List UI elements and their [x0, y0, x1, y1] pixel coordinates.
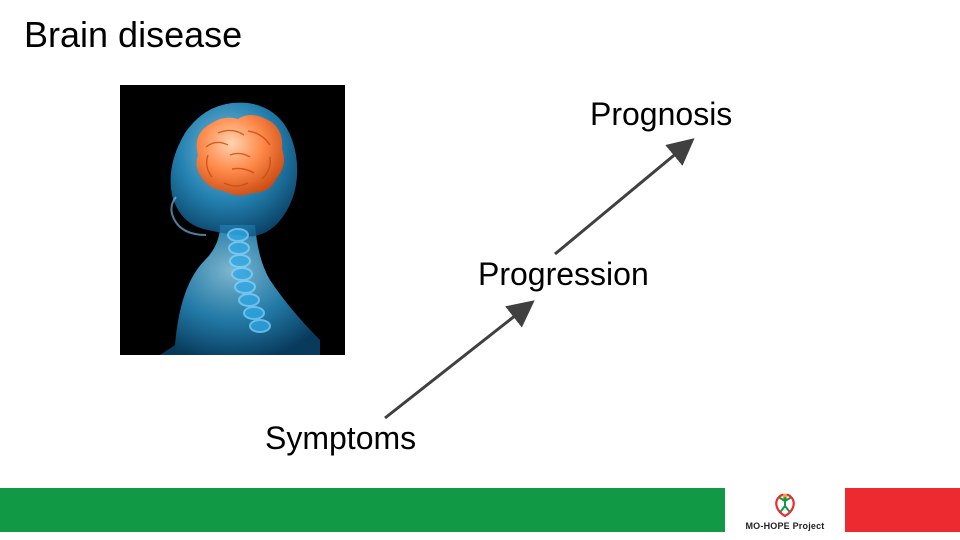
logo-text: MO-HOPE Project	[745, 521, 824, 531]
footer-red-bar	[845, 488, 960, 532]
logo-icon	[770, 489, 800, 519]
footer-green-bar	[0, 488, 725, 532]
footer: MO-HOPE Project	[0, 480, 960, 540]
arrow-progression-to-prognosis	[0, 0, 960, 540]
slide: Brain disease	[0, 0, 960, 540]
footer-logo: MO-HOPE Project	[725, 480, 845, 540]
